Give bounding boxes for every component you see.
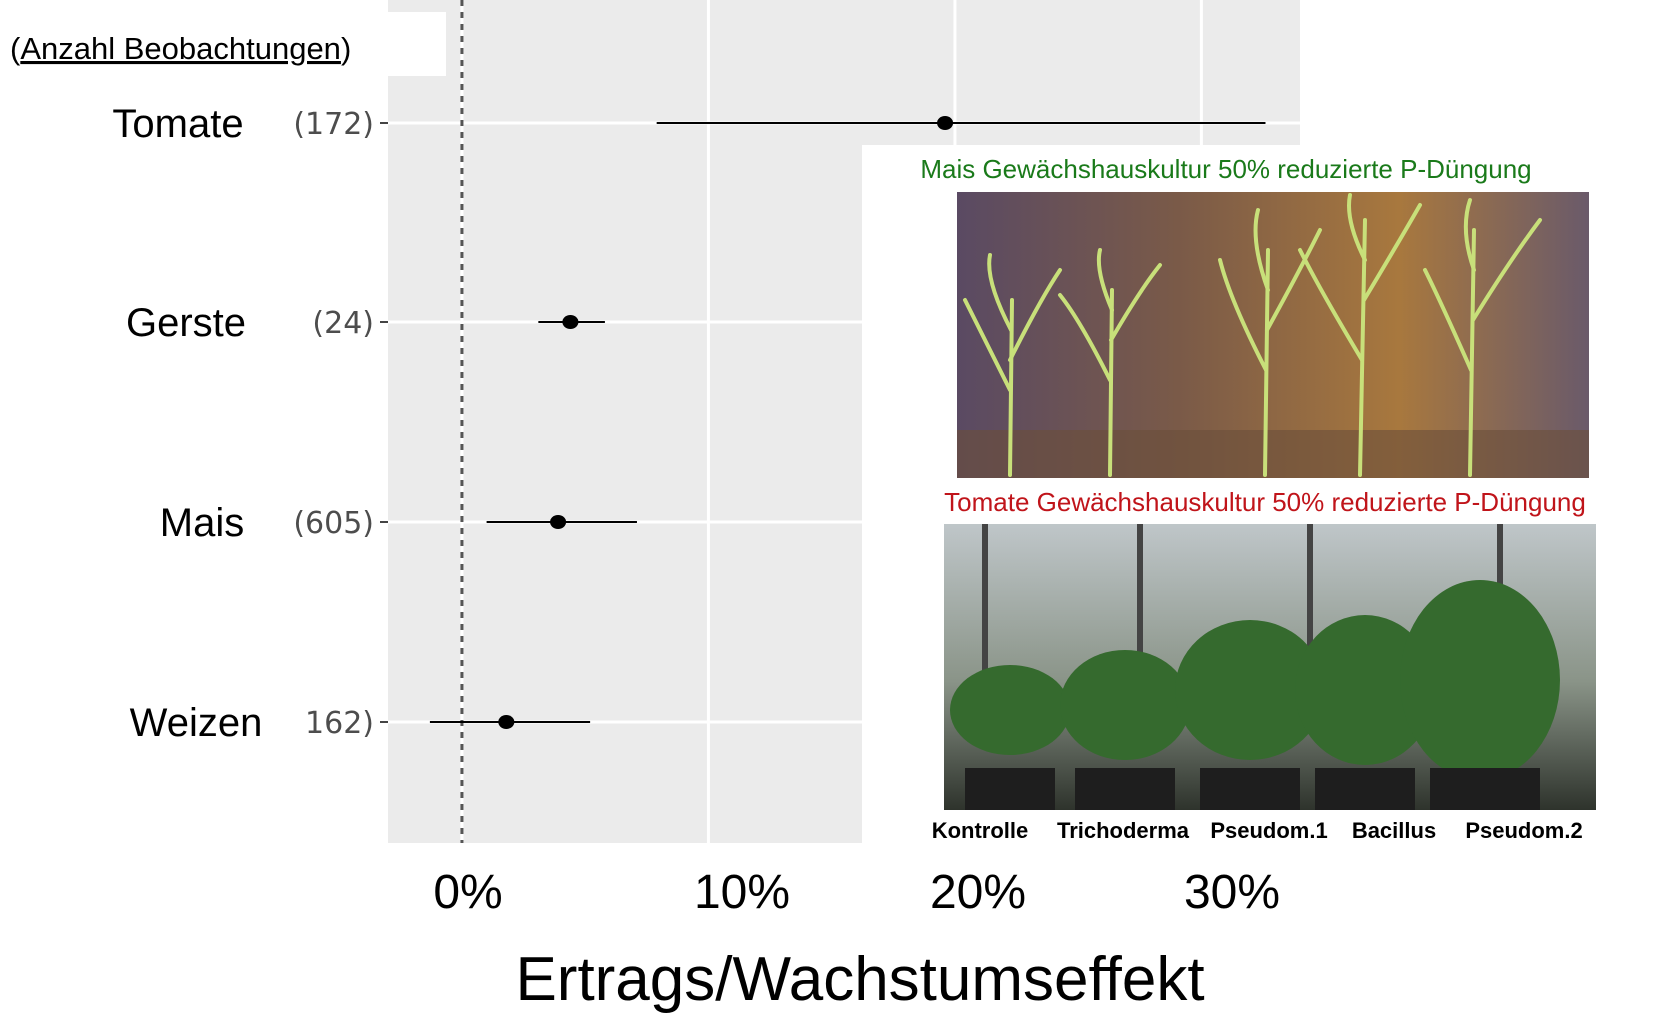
forest-row: Tomate (172) bbox=[112, 102, 1266, 146]
x-tick-label: 20% bbox=[930, 866, 1026, 919]
observation-count-label: 162) bbox=[305, 706, 374, 741]
observations-header-label: Anzahl Beobachtungen bbox=[20, 31, 341, 66]
crop-label: Tomate bbox=[112, 102, 243, 146]
x-axis-ticks: 0% 10% 20% 30% bbox=[433, 866, 1280, 919]
observation-count-label: (605) bbox=[293, 506, 374, 541]
point-estimate bbox=[550, 515, 567, 529]
treatment-label: Trichoderma bbox=[1057, 818, 1190, 843]
treatment-label: Kontrolle bbox=[932, 818, 1029, 843]
crop-label: Weizen bbox=[130, 701, 263, 745]
observation-count-label: (24) bbox=[312, 306, 374, 341]
point-estimate bbox=[937, 116, 954, 130]
forest-row: Weizen 162) bbox=[130, 701, 591, 745]
treatment-label: Pseudom.1 bbox=[1210, 818, 1327, 843]
x-tick-label: 0% bbox=[433, 866, 502, 919]
observations-header: (Anzahl Beobachtungen) bbox=[10, 31, 351, 66]
x-tick-label: 10% bbox=[694, 866, 790, 919]
forest-rows: Tomate (172) Gerste (24) Mais (605) Weizen 162) bbox=[112, 102, 1266, 745]
observation-count-label: (172) bbox=[293, 107, 374, 142]
header-box bbox=[0, 12, 446, 76]
tomato-photo bbox=[944, 524, 1596, 810]
tomato-photo-title: Tomate Gewächshauskultur 50% reduzierte … bbox=[944, 487, 1586, 517]
maize-photo bbox=[957, 192, 1589, 478]
forest-row: Mais (605) bbox=[160, 501, 637, 545]
treatment-label: Pseudom.2 bbox=[1465, 818, 1582, 843]
forest-row: Gerste (24) bbox=[126, 301, 605, 345]
treatment-label: Bacillus bbox=[1352, 818, 1436, 843]
crop-label: Gerste bbox=[126, 301, 246, 345]
treatment-labels: Kontrolle Trichoderma Pseudom.1 Bacillus… bbox=[932, 818, 1583, 843]
point-estimate bbox=[498, 715, 515, 729]
x-tick-label: 30% bbox=[1184, 866, 1280, 919]
x-axis-title: Ertrags/Wachstumseffekt bbox=[515, 945, 1204, 1013]
maize-photo-title: Mais Gewächshauskultur 50% reduzierte P-… bbox=[920, 154, 1531, 184]
point-estimate bbox=[562, 315, 579, 329]
photo-inset: Mais Gewächshauskultur 50% reduzierte P-… bbox=[862, 145, 1666, 845]
crop-label: Mais bbox=[160, 501, 244, 545]
